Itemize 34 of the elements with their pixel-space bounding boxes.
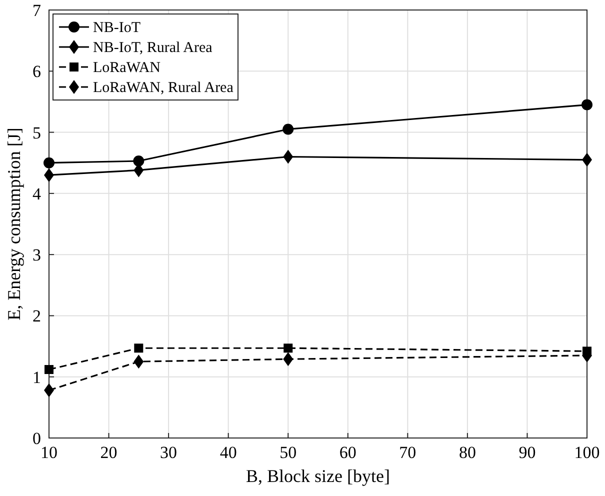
point: [134, 354, 144, 369]
x-tick-label: 50: [280, 443, 297, 462]
y-tick-label: 3: [32, 246, 41, 265]
x-tick-label: 100: [574, 443, 600, 462]
legend-label: NB-IoT: [93, 20, 140, 36]
y-tick-label: 4: [32, 184, 42, 204]
x-tick-label: 90: [518, 443, 536, 462]
y-tick-label: 5: [32, 123, 41, 142]
legend-label: NB-IoT, Rural Area: [93, 40, 213, 56]
point: [283, 150, 294, 164]
point: [582, 99, 592, 110]
point: [44, 365, 54, 374]
y-tick-label: 7: [32, 1, 42, 20]
x-axis-title: B, Block size [byte]: [246, 466, 390, 486]
y-tick-label: 2: [32, 306, 41, 326]
y-tick-label: 6: [32, 62, 41, 82]
x-tick-label: 60: [339, 443, 356, 462]
point: [282, 124, 294, 135]
point: [133, 156, 144, 167]
y-tick-label: 0: [32, 429, 41, 448]
x-tick-label: 80: [458, 443, 476, 462]
legend-label: LoRaWAN, Rural Area: [93, 80, 234, 96]
point: [284, 344, 293, 353]
x-tick-label: 10: [40, 443, 58, 462]
point: [44, 157, 54, 168]
point: [283, 352, 294, 366]
y-tick-label: 1: [32, 368, 41, 387]
x-tick-label: 30: [160, 443, 178, 462]
y-axis-title: E, Energy consumption [J]: [4, 128, 24, 320]
x-tick-label: 40: [220, 443, 237, 462]
point: [134, 344, 144, 353]
x-tick-label: 20: [100, 443, 118, 462]
x-tick-label: 70: [399, 443, 416, 462]
legend-label: LoRaWAN: [93, 60, 161, 76]
